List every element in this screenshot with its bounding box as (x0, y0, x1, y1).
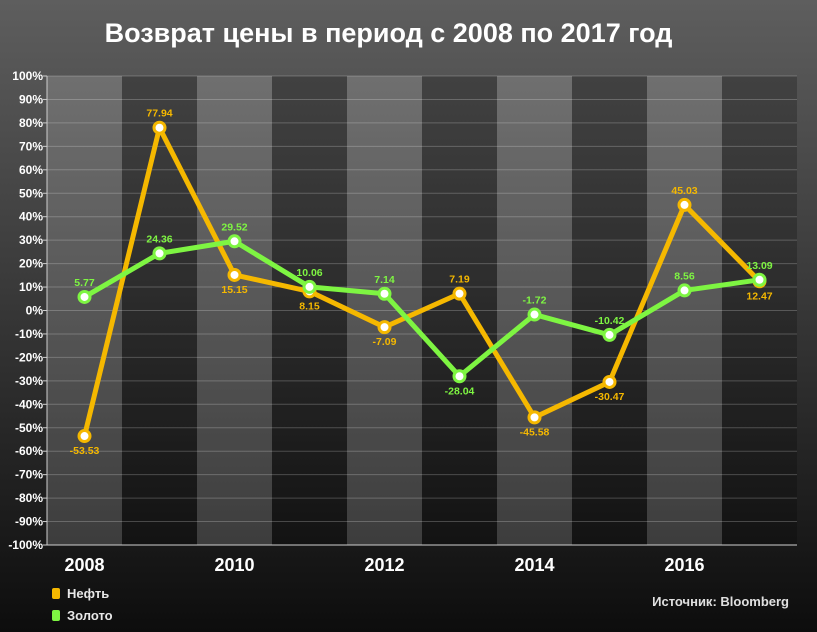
data-label-gold: -1.72 (523, 295, 547, 307)
data-label-gold: 24.36 (146, 233, 172, 245)
series-line-gold (82, 238, 762, 379)
data-label-gold: 7.14 (374, 274, 395, 286)
y-tick-label: -50% (15, 421, 43, 435)
y-tick-label: 20% (19, 257, 43, 271)
data-point-oil (377, 320, 392, 335)
data-label-gold: -10.42 (595, 315, 625, 327)
x-tick-label: 2008 (64, 555, 104, 575)
data-point-gold (152, 246, 167, 261)
y-axis-ticks: 100% 90% 80% 70% 60% 50% 40% 30% 20% 10% 0% -10% -20… (8, 69, 43, 552)
data-labels: -53.53 77.94 15.15 8.15 -7.09 7.19 -45.58 -30.4… (70, 108, 773, 457)
data-point-gold (677, 283, 692, 298)
data-label-oil: -30.47 (595, 391, 625, 403)
y-tick-label: 100% (12, 69, 43, 83)
source-note: Источник: Bloomberg (652, 594, 789, 609)
data-label-gold: 13.09 (746, 260, 772, 272)
y-tick-label: 10% (19, 280, 43, 294)
y-tick-label: 70% (19, 139, 43, 153)
column-band (197, 76, 272, 545)
column-band (122, 76, 197, 545)
data-point-gold (452, 369, 467, 384)
series-line-oil (82, 125, 762, 439)
data-point-gold (227, 234, 242, 249)
legend-swatch-oil (52, 587, 60, 599)
y-tick-label: 80% (19, 116, 43, 130)
y-tick-label: -60% (15, 444, 43, 458)
data-point-oil (677, 197, 692, 212)
data-label-gold: 10.06 (296, 267, 322, 279)
y-tick-label: -90% (15, 515, 43, 529)
legend-item-oil: Нефть (52, 582, 113, 604)
x-tick-label: 2012 (364, 555, 404, 575)
data-label-oil: 7.19 (449, 274, 470, 286)
data-point-oil (602, 374, 617, 389)
column-band (422, 76, 497, 545)
y-tick-label: -100% (8, 538, 43, 552)
y-tick-label: -40% (15, 397, 43, 411)
column-band (722, 76, 797, 545)
x-tick-label: 2010 (214, 555, 254, 575)
y-tick-label: 60% (19, 163, 43, 177)
y-tick-label: -80% (15, 491, 43, 505)
y-tick-label: 40% (19, 210, 43, 224)
data-label-gold: 29.52 (221, 221, 247, 233)
data-label-oil: -45.58 (520, 426, 550, 438)
legend-swatch-gold (52, 609, 60, 621)
data-point-oil (227, 267, 242, 282)
column-bands (47, 76, 797, 545)
data-label-oil: -7.09 (373, 336, 397, 348)
column-band (647, 76, 722, 545)
data-label-gold: -28.04 (445, 385, 475, 397)
y-tick-label: 50% (19, 186, 43, 200)
gridlines (43, 75, 797, 546)
data-point-oil (77, 429, 92, 444)
column-band (347, 76, 422, 545)
x-tick-label: 2014 (514, 555, 554, 575)
data-point-gold (752, 272, 767, 287)
legend-item-gold: Золото (52, 604, 113, 626)
y-tick-label: -30% (15, 374, 43, 388)
data-label-oil: 15.15 (221, 284, 247, 296)
x-axis-ticks: 2008 2010 2012 2014 2016 (64, 555, 704, 575)
data-label-oil: 8.15 (299, 300, 320, 312)
data-point-oil (452, 286, 467, 301)
column-band (47, 76, 122, 545)
series-lines (77, 120, 767, 444)
column-band (572, 76, 647, 545)
y-tick-label: -20% (15, 350, 43, 364)
y-tick-label: 30% (19, 233, 43, 247)
data-point-oil (152, 120, 167, 135)
column-band (272, 76, 347, 545)
data-label-oil: 45.03 (671, 185, 697, 197)
chart-title: Возврат цены в период с 2008 по 2017 год (104, 18, 673, 48)
data-label-gold: 8.56 (674, 270, 695, 282)
data-label-oil: 77.94 (146, 108, 172, 120)
data-point-gold (377, 286, 392, 301)
legend-label-oil: Нефть (67, 585, 110, 601)
y-tick-label: 90% (19, 92, 43, 106)
data-point-gold (602, 327, 617, 342)
legend: Нефть Золото (52, 582, 113, 626)
x-tick-label: 2016 (664, 555, 704, 575)
data-label-gold: 5.77 (74, 277, 95, 289)
y-tick-label: -10% (15, 327, 43, 341)
data-point-gold (302, 279, 317, 294)
data-point-oil (527, 410, 542, 425)
data-label-oil: -53.53 (70, 445, 100, 457)
y-tick-label: -70% (15, 468, 43, 482)
data-point-gold (527, 307, 542, 322)
data-point-gold (77, 289, 92, 304)
y-tick-label: 0% (26, 304, 44, 318)
data-label-oil: 12.47 (746, 290, 772, 302)
legend-label-gold: Золото (67, 607, 113, 623)
